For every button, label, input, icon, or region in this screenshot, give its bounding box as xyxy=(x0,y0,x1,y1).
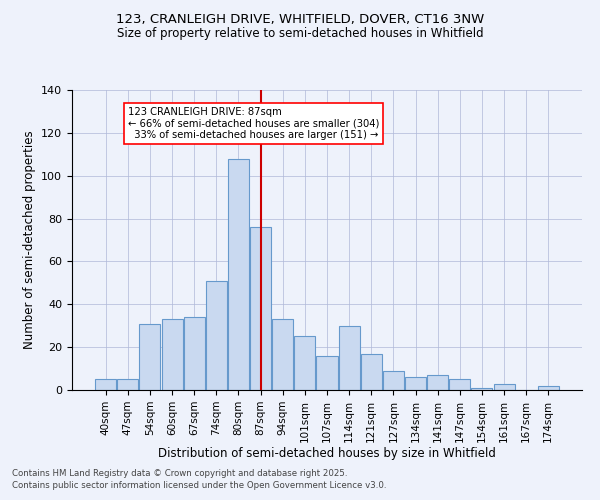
Text: 123 CRANLEIGH DRIVE: 87sqm
← 66% of semi-detached houses are smaller (304)
  33%: 123 CRANLEIGH DRIVE: 87sqm ← 66% of semi… xyxy=(128,107,379,140)
Text: 123, CRANLEIGH DRIVE, WHITFIELD, DOVER, CT16 3NW: 123, CRANLEIGH DRIVE, WHITFIELD, DOVER, … xyxy=(116,12,484,26)
Text: Contains public sector information licensed under the Open Government Licence v3: Contains public sector information licen… xyxy=(12,481,386,490)
Bar xyxy=(184,317,205,390)
Bar xyxy=(383,370,404,390)
Bar xyxy=(449,380,470,390)
Bar xyxy=(206,280,227,390)
Bar xyxy=(538,386,559,390)
Bar xyxy=(494,384,515,390)
Bar xyxy=(405,377,426,390)
Bar xyxy=(316,356,338,390)
Text: Size of property relative to semi-detached houses in Whitfield: Size of property relative to semi-detach… xyxy=(116,28,484,40)
Y-axis label: Number of semi-detached properties: Number of semi-detached properties xyxy=(23,130,35,350)
Bar xyxy=(250,227,271,390)
Bar xyxy=(361,354,382,390)
Bar xyxy=(295,336,316,390)
Bar xyxy=(228,158,249,390)
X-axis label: Distribution of semi-detached houses by size in Whitfield: Distribution of semi-detached houses by … xyxy=(158,448,496,460)
Bar xyxy=(272,320,293,390)
Text: Contains HM Land Registry data © Crown copyright and database right 2025.: Contains HM Land Registry data © Crown c… xyxy=(12,468,347,477)
Bar xyxy=(161,320,182,390)
Bar xyxy=(95,380,116,390)
Bar xyxy=(472,388,493,390)
Bar xyxy=(118,380,139,390)
Bar xyxy=(427,375,448,390)
Bar xyxy=(338,326,359,390)
Bar xyxy=(139,324,160,390)
